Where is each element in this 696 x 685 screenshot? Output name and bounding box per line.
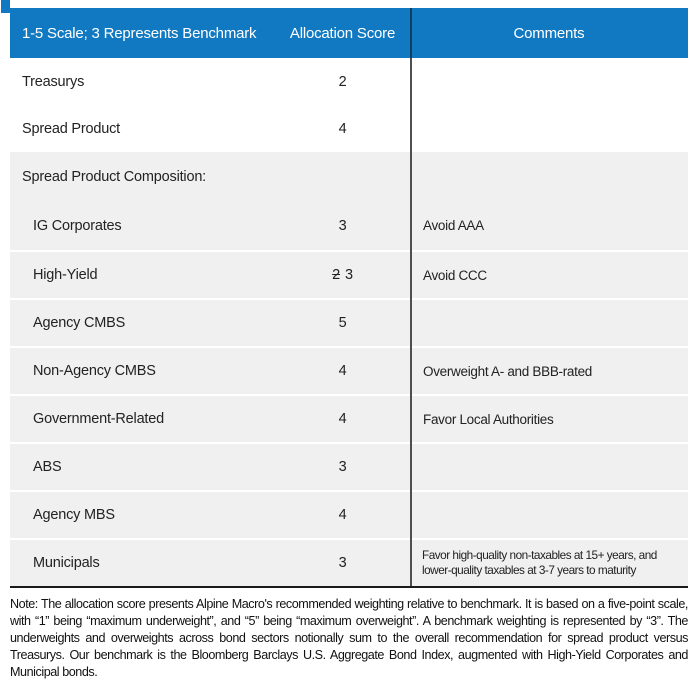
table-header-row: 1-5 Scale; 3 Represents Benchmark Alloca…: [10, 8, 688, 58]
table-row: Government-Related 4 Favor Local Authori…: [10, 394, 688, 442]
section-header-row: Spread Product Composition:: [10, 152, 688, 201]
score-value: 4: [338, 411, 347, 427]
score-cell: 5: [275, 315, 410, 331]
score-cell: 3: [275, 555, 410, 571]
score-value: 4: [338, 507, 347, 523]
row-label: IG Corporates: [33, 217, 122, 234]
score-value: 2: [338, 73, 347, 90]
score-value: 3: [338, 217, 347, 234]
table-row: Non-Agency CMBS 4 Overweight A- and BBB-…: [10, 346, 688, 394]
comment-cell: Favor Local Authorities: [423, 411, 554, 427]
score-cell: 4: [275, 411, 410, 427]
score-value: 3: [338, 459, 347, 475]
table-row: Municipals 3 Favor high-quality non-taxa…: [10, 538, 688, 586]
row-label: Treasurys: [22, 73, 85, 90]
score-value: 4: [338, 363, 347, 379]
table-row: Agency CMBS 5: [10, 298, 688, 346]
row-label: Agency MBS: [33, 507, 115, 523]
column-divider: [410, 58, 412, 586]
section-label: Spread Product Composition:: [22, 168, 207, 185]
score-cell: 2: [275, 74, 410, 90]
comment-cell: Avoid AAA: [423, 218, 484, 233]
comment-cell: Avoid CCC: [423, 267, 487, 283]
comment-cell: Favor high-quality non-taxables at 15+ y…: [422, 548, 657, 577]
column-divider-header-segment: [410, 8, 412, 58]
table-row: Agency MBS 4: [10, 490, 688, 538]
score-value: 3: [338, 555, 347, 571]
score-cell: 4: [275, 121, 410, 137]
table-row: ABS 3: [10, 442, 688, 490]
column-header-comments: Comments: [513, 24, 585, 42]
row-label: Non-Agency CMBS: [33, 363, 156, 379]
row-label: ABS: [33, 459, 62, 475]
score-cell: 3: [275, 218, 410, 234]
bottom-rule: [10, 586, 688, 588]
allocation-table: 1-5 Scale; 3 Represents Benchmark Alloca…: [10, 8, 688, 588]
score-value: 3: [345, 267, 353, 283]
comment-cell: Overweight A- and BBB-rated: [423, 363, 592, 379]
row-label: Spread Product: [22, 120, 120, 137]
corner-accent: [1, 0, 10, 13]
column-header-scale: 1-5 Scale; 3 Represents Benchmark: [22, 24, 257, 42]
column-header-allocation-score: Allocation Score: [289, 24, 396, 42]
table-row: Spread Product 4: [10, 105, 688, 152]
note-text: Note: The allocation score presents Alpi…: [10, 597, 688, 679]
table-row: IG Corporates 3 Avoid AAA: [10, 201, 688, 250]
row-label: High-Yield: [33, 267, 98, 283]
row-label: Municipals: [33, 555, 100, 571]
row-label: Government-Related: [33, 411, 164, 427]
score-cell: 4: [275, 363, 410, 379]
score-cell: 3: [275, 459, 410, 475]
table-row: Treasurys 2: [10, 58, 688, 105]
score-value: 4: [338, 120, 347, 137]
struck-score: 2: [332, 267, 340, 283]
score-cell: 4: [275, 507, 410, 523]
score-value: 5: [338, 315, 347, 331]
row-label: Agency CMBS: [33, 315, 126, 331]
